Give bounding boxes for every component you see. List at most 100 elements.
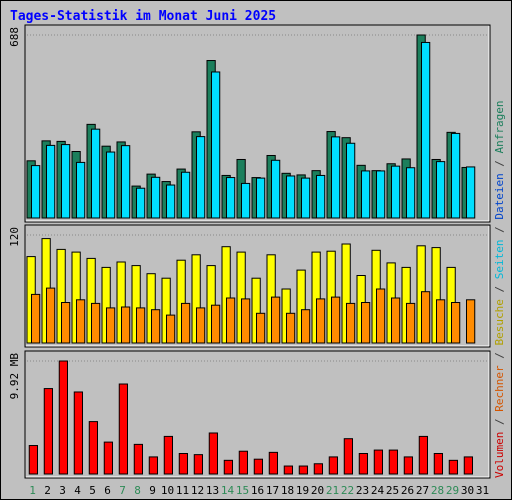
legend-item: Dateien [493,173,506,219]
chart-legend: Volumen / Rechner / Besuche / Seiten / D… [493,100,506,478]
bar-dateien-29 [451,132,461,219]
panel-volume: 9.92 MB [8,350,491,479]
bar-volumen-10 [163,435,173,475]
x-tick-label: 30 [461,484,474,497]
bar-seiten-21 [331,296,341,344]
legend-item: Anfragen [493,100,506,153]
bar-volumen-18 [283,465,293,475]
bar-seiten-11 [181,302,191,344]
legend-item: / [493,279,506,299]
bar-dateien-24 [376,170,386,219]
bar-volumen-23 [358,453,368,475]
panel-requests: 688 [8,24,491,223]
x-tick-label: 15 [236,484,249,497]
bar-volumen-24 [373,449,383,475]
bar-dateien-11 [181,171,191,219]
legend-item: / [493,412,506,432]
bar-seiten-6 [106,307,116,344]
bar-volumen-17 [268,451,278,475]
bar-seiten-8 [136,307,146,344]
bar-seiten-10 [166,314,176,344]
x-tick-label: 6 [104,484,111,497]
bar-dateien-17 [271,159,281,219]
x-tick-label: 29 [446,484,459,497]
x-tick-label: 31 [476,484,489,497]
x-tick-label: 18 [281,484,294,497]
bar-volumen-9 [148,456,158,475]
bar-seiten-22 [346,302,356,344]
bar-volumen-12 [193,454,203,475]
bar-volumen-25 [388,449,398,475]
bar-dateien-23 [361,170,371,219]
legend-item: / [493,220,506,240]
bar-volumen-13 [208,432,218,475]
bar-dateien-5 [91,128,101,219]
bar-dateien-28 [436,161,446,219]
bar-volumen-1 [28,445,38,475]
bar-volumen-2 [43,388,53,475]
x-tick-label: 10 [161,484,174,497]
x-tick-label: 23 [356,484,369,497]
bar-dateien-6 [106,151,116,219]
bar-dateien-3 [61,144,71,219]
bar-seiten-16 [256,312,266,344]
x-tick-label: 13 [206,484,219,497]
x-tick-label: 2 [44,484,51,497]
x-tick-label: 12 [191,484,204,497]
x-tick-label: 25 [386,484,399,497]
x-tick-label: 24 [371,484,385,497]
bar-volumen-8 [133,443,143,475]
bar-volumen-22 [343,438,353,475]
bar-volumen-3 [58,360,68,475]
x-tick-label: 9 [149,484,156,497]
bar-volumen-15 [238,450,248,475]
bar-seiten-26 [406,302,416,344]
panel-visits: 120 [8,224,491,348]
panel-max-label: 688 [8,27,21,47]
bar-volumen-14 [223,459,233,475]
bar-seiten-7 [121,306,131,344]
bar-dateien-18 [286,175,296,219]
bar-dateien-25 [391,165,401,219]
bar-seiten-5 [91,302,101,344]
bar-seiten-1 [31,293,41,344]
bar-seiten-15 [241,298,251,344]
bar-dateien-9 [151,176,161,219]
bar-seiten-19 [301,309,311,344]
x-tick-label: 7 [119,484,126,497]
x-axis-labels: 1 2 3 4 5 6 7 8 9 10 11 12 13 14 15 16 17 18 19 20 21 22 23 24 2… [29,484,489,497]
bar-volumen-21 [328,456,338,475]
bar-volumen-6 [103,441,113,475]
bar-seiten-12 [196,307,206,344]
bar-volumen-29 [448,459,458,475]
x-tick-label: 16 [251,484,264,497]
bar-volumen-27 [418,435,428,475]
bar-seiten-14 [226,297,236,344]
bar-seiten-9 [151,309,161,344]
x-tick-label: 4 [74,484,81,497]
bar-dateien-16 [256,177,266,219]
legend-item: Rechner [493,365,506,412]
legend-item: Besuche [493,299,506,345]
bar-volumen-7 [118,383,128,475]
bar-volumen-11 [178,453,188,475]
bar-dateien-4 [76,161,86,219]
x-tick-label: 3 [59,484,66,497]
x-tick-label: 27 [416,484,429,497]
legend-item: / [493,153,506,173]
bar-dateien-2 [46,144,56,219]
legend-item: / [493,346,506,366]
bar-volumen-5 [88,421,98,475]
x-tick-label: 11 [176,484,189,497]
bar-seiten-27 [421,291,431,344]
legend-item: Volumen [493,432,506,478]
bar-dateien-10 [166,184,176,219]
x-tick-label: 28 [431,484,444,497]
bar-dateien-15 [241,182,251,219]
x-tick-label: 14 [221,484,235,497]
legend-item: Seiten [493,240,506,280]
bar-seiten-24 [376,288,386,344]
bar-dateien-30 [466,166,476,219]
